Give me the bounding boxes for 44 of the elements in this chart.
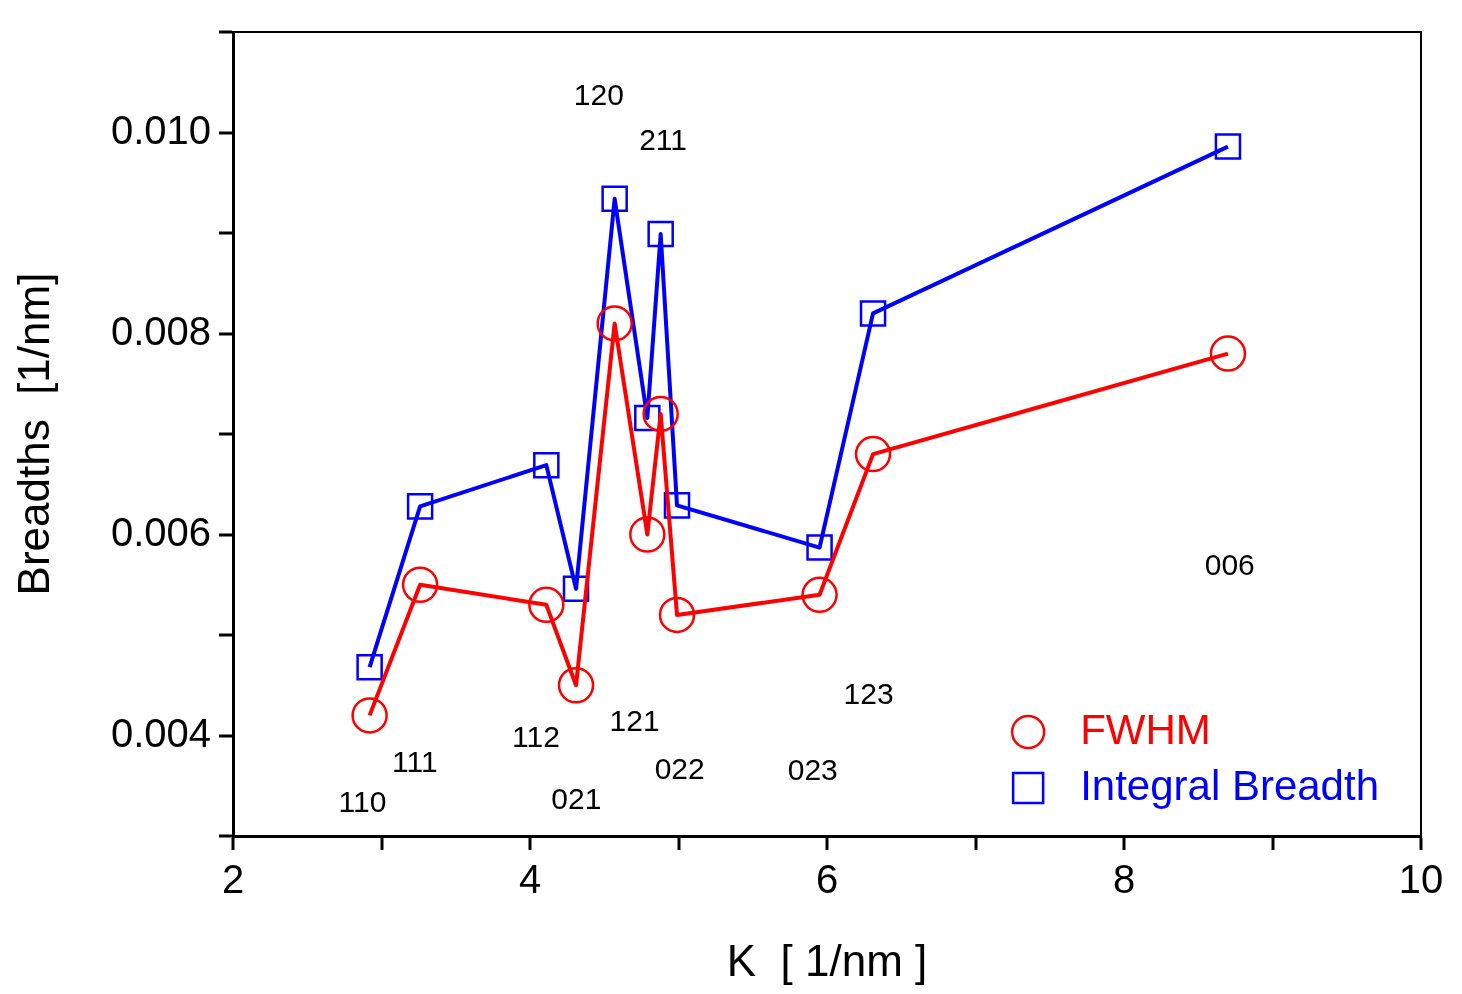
annotation: 121 bbox=[609, 703, 660, 737]
point bbox=[528, 586, 565, 624]
point bbox=[351, 697, 388, 734]
point bbox=[557, 667, 595, 704]
y-tick-label: 0.004 bbox=[110, 710, 211, 755]
x-tick-label: 10 bbox=[1398, 857, 1444, 902]
annotation: 006 bbox=[1204, 547, 1255, 581]
point bbox=[401, 566, 439, 603]
annotation: 120 bbox=[573, 77, 624, 111]
x-axis-title: K [ 1/nm ] bbox=[726, 935, 928, 985]
point bbox=[533, 451, 560, 479]
point bbox=[642, 395, 679, 433]
x-tick-label: 2 bbox=[221, 857, 245, 902]
annotation: 211 bbox=[639, 123, 687, 157]
y-tick-label: 0.006 bbox=[110, 509, 211, 554]
y-axis-title: Breadths [1/nm] bbox=[8, 272, 58, 596]
y-tick-label: 0.008 bbox=[110, 308, 211, 353]
point bbox=[1209, 335, 1247, 372]
point bbox=[647, 220, 674, 248]
point bbox=[854, 435, 892, 473]
annotation: 023 bbox=[787, 752, 838, 786]
legend-label: FWHM bbox=[1080, 705, 1211, 753]
annotation: 022 bbox=[654, 752, 705, 786]
point bbox=[601, 185, 628, 213]
legend-label: Integral Breadth bbox=[1080, 761, 1380, 809]
point bbox=[356, 653, 383, 681]
x-tick-label: 4 bbox=[518, 857, 542, 902]
x-tick-label: 6 bbox=[815, 857, 839, 902]
annotation: 123 bbox=[843, 676, 894, 710]
x-tick-label: 8 bbox=[1112, 857, 1136, 902]
point bbox=[596, 305, 633, 342]
point bbox=[806, 534, 833, 561]
annotation: 021 bbox=[551, 781, 602, 815]
point bbox=[658, 596, 696, 634]
point bbox=[406, 493, 434, 520]
point bbox=[801, 576, 838, 614]
point bbox=[1214, 133, 1242, 160]
annotation: 111 bbox=[391, 744, 438, 778]
y-tick-label: 0.010 bbox=[110, 107, 211, 152]
point bbox=[629, 516, 666, 553]
annotation: 110 bbox=[338, 785, 387, 819]
annotation: 112 bbox=[512, 719, 560, 753]
point bbox=[859, 300, 887, 327]
point bbox=[663, 492, 691, 519]
